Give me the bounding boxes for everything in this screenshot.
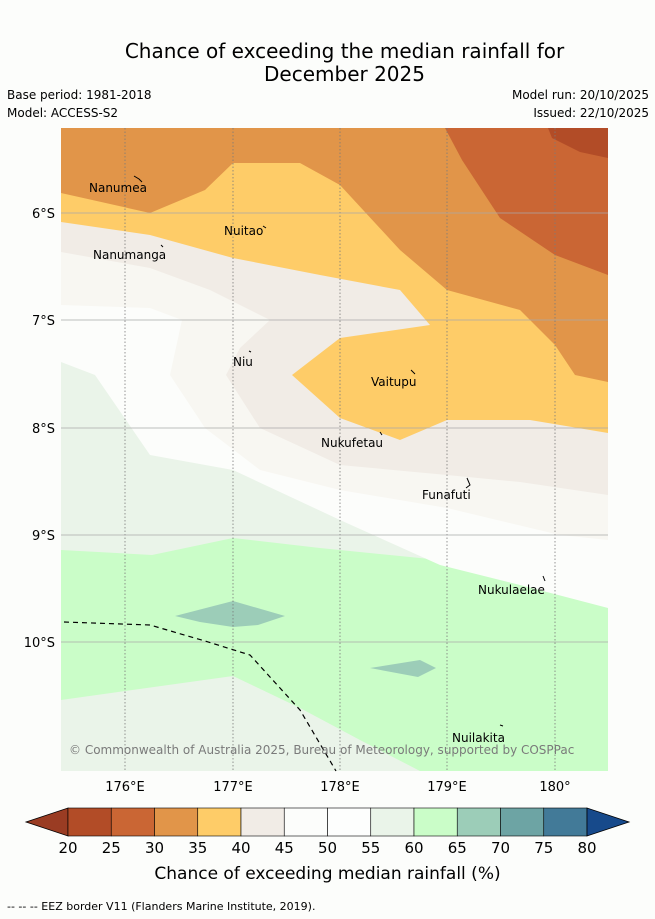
y-tick-label: 6°S xyxy=(32,207,55,222)
colorbar-ticks: 20 25 30 35 40 45 50 55 60 65 70 75 80 xyxy=(58,839,596,857)
island-nanumea xyxy=(133,175,143,183)
colorbar-cells xyxy=(24,807,631,837)
colorbar-tick-label: 55 xyxy=(361,839,380,857)
colorbar-tick-label: 70 xyxy=(491,839,510,857)
copyright-notice: © Commonwealth of Australia 2025, Bureau… xyxy=(69,743,574,757)
colorbar-cell xyxy=(110,807,155,837)
model-run: Model run: 20/10/2025 xyxy=(511,88,649,102)
colorbar-tick-label: 45 xyxy=(275,839,294,857)
band-60-65 xyxy=(61,538,608,771)
y-tick-label: 10°S xyxy=(24,636,55,651)
colorbar-cell xyxy=(370,807,415,837)
model-name: Model: ACCESS-S2 xyxy=(7,106,119,120)
colorbar-over-arrow xyxy=(586,807,631,837)
x-tick-label: 178°E xyxy=(320,780,360,795)
colorbar-cell xyxy=(456,807,501,837)
y-tick-label: 7°S xyxy=(32,314,55,329)
colorbar-cell xyxy=(67,807,112,837)
colorbar-cell xyxy=(283,807,328,837)
place-label-nanumea: Nanumea xyxy=(89,181,147,195)
place-label-nukufetau: Nukufetau xyxy=(321,436,383,450)
island-nukufetau xyxy=(379,431,383,436)
band-30-35 xyxy=(61,128,608,382)
island-nuilakita xyxy=(499,724,504,727)
band-55-60-south xyxy=(150,676,420,771)
colorbar-tick-label: 65 xyxy=(448,839,467,857)
y-tick-label: 9°S xyxy=(32,529,55,544)
place-label-nuitao: Nuitao xyxy=(224,224,263,238)
colorbar-tick-label: 25 xyxy=(102,839,121,857)
place-label-funafuti: Funafuti xyxy=(422,488,471,502)
x-tick-label: 177°E xyxy=(213,780,253,795)
colorbar-tick-label: 35 xyxy=(188,839,207,857)
eez-border-line xyxy=(63,621,337,772)
band-25-30 xyxy=(445,128,608,275)
colorbar-tick-label: 20 xyxy=(58,839,77,857)
eez-legend-note: -- -- -- EEZ border V11 (Flanders Marine… xyxy=(7,900,316,913)
gridlines xyxy=(61,128,608,771)
band-65-70-west xyxy=(175,601,285,627)
colorbar-cell xyxy=(154,807,199,837)
x-tick-label: 176°E xyxy=(105,780,145,795)
island-nuitao xyxy=(262,225,267,229)
map-title: Chance of exceeding the median rainfall … xyxy=(0,40,655,86)
x-tick-label: 180° xyxy=(539,780,570,795)
title-line-1: Chance of exceeding the median rainfall … xyxy=(124,39,565,63)
colorbar-tick-label: 60 xyxy=(404,839,423,857)
x-axis: 176°E 177°E 178°E 179°E 180° xyxy=(105,780,570,795)
colorbar-tick-label: 30 xyxy=(145,839,164,857)
colorbar-cell xyxy=(500,807,545,837)
y-tick-label: 8°S xyxy=(32,422,55,437)
colorbar-tick-label: 75 xyxy=(534,839,553,857)
island-shapes xyxy=(133,175,546,727)
island-funafuti xyxy=(465,477,471,489)
band-65-70-east xyxy=(370,660,436,677)
colorbar-tick-label: 40 xyxy=(231,839,250,857)
colorbar-cell xyxy=(327,807,372,837)
place-label-niu: Niu xyxy=(233,355,253,369)
colorbar-tick-label: 50 xyxy=(318,839,337,857)
title-line-2: December 2025 xyxy=(264,62,425,86)
place-label-nukulaelae: Nukulaelae xyxy=(478,583,545,597)
island-vaitupu xyxy=(410,369,416,375)
place-label-nuilakita: Nuilakita xyxy=(452,731,505,745)
island-niu xyxy=(248,350,252,353)
x-tick-label: 179°E xyxy=(427,780,467,795)
map-fill-layers xyxy=(61,128,608,771)
colorbar-cell xyxy=(413,807,458,837)
y-axis: 6°S 7°S 8°S 9°S 10°S xyxy=(24,207,55,651)
colorbar-cell xyxy=(197,807,242,837)
colorbar-cell xyxy=(543,807,588,837)
colorbar-tick-label: 80 xyxy=(577,839,596,857)
place-label-vaitupu: Vaitupu xyxy=(371,375,417,389)
place-label-nanumanga: Nanumanga xyxy=(93,248,166,262)
colorbar-cell xyxy=(240,807,285,837)
issued-date: Issued: 22/10/2025 xyxy=(533,106,649,120)
base-period: Base period: 1981-2018 xyxy=(7,88,152,102)
colorbar-title: Chance of exceeding median rainfall (%) xyxy=(154,864,501,884)
colorbar-under-arrow xyxy=(24,807,69,837)
island-nukulaelae xyxy=(542,575,546,582)
island-nanumanga xyxy=(160,244,164,248)
rainfall-map: Nanumea Nuitao Nanumanga Niu Vaitupu Nuk… xyxy=(24,128,608,795)
band-20-25 xyxy=(548,128,608,158)
